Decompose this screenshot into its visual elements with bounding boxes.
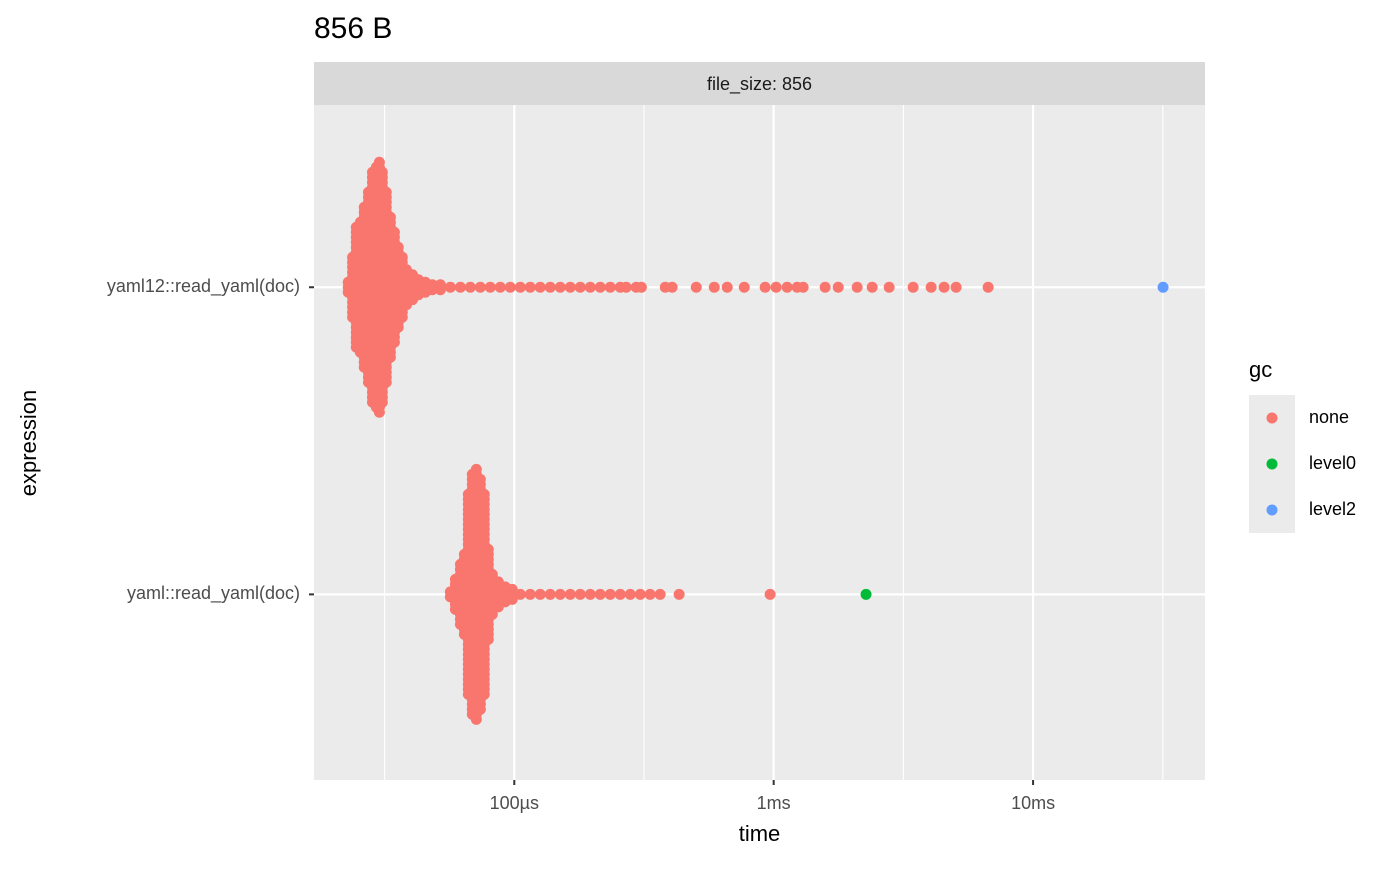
point xyxy=(620,281,632,293)
point xyxy=(464,281,476,293)
point xyxy=(797,281,809,293)
point xyxy=(883,281,895,293)
point xyxy=(738,281,750,293)
point xyxy=(544,588,556,600)
point xyxy=(384,351,396,363)
y-axis-title: expression xyxy=(16,390,41,496)
point xyxy=(574,588,586,600)
point xyxy=(860,588,872,600)
x-tick-label: 100µs xyxy=(490,793,539,813)
point xyxy=(604,588,616,600)
point xyxy=(604,281,616,293)
point xyxy=(474,281,486,293)
legend-key xyxy=(1266,504,1278,516)
legend-key xyxy=(1266,458,1278,470)
point xyxy=(907,281,919,293)
marks xyxy=(342,156,1169,725)
point xyxy=(982,281,994,293)
point xyxy=(819,281,831,293)
point xyxy=(925,281,937,293)
point xyxy=(721,281,733,293)
point xyxy=(454,281,466,293)
y-tick-label: yaml::read_yaml(doc) xyxy=(127,583,300,604)
point xyxy=(635,281,647,293)
point xyxy=(866,281,878,293)
point xyxy=(376,396,388,408)
point xyxy=(770,281,782,293)
point xyxy=(506,593,518,605)
legend-label: level2 xyxy=(1309,499,1356,519)
legend-label: none xyxy=(1309,407,1349,427)
legend-key xyxy=(1266,412,1278,424)
point xyxy=(554,588,566,600)
strip xyxy=(314,62,1205,105)
point xyxy=(938,281,950,293)
point xyxy=(544,281,556,293)
point xyxy=(514,281,526,293)
point xyxy=(564,281,576,293)
point xyxy=(614,588,626,600)
point xyxy=(534,588,546,600)
x-tick-label: 1ms xyxy=(757,793,791,813)
point xyxy=(486,608,498,620)
point xyxy=(484,281,496,293)
point xyxy=(673,588,685,600)
point xyxy=(380,376,392,388)
point xyxy=(504,281,516,293)
point xyxy=(434,284,446,296)
point xyxy=(388,336,400,348)
point xyxy=(524,281,536,293)
panel xyxy=(314,105,1205,780)
point xyxy=(554,281,566,293)
point xyxy=(624,588,636,600)
point xyxy=(396,311,408,323)
strip-label: file_size: 856 xyxy=(707,74,812,95)
point xyxy=(584,281,596,293)
legend-label: level0 xyxy=(1309,453,1356,473)
point xyxy=(594,281,606,293)
point xyxy=(950,281,962,293)
legend-title: gc xyxy=(1249,357,1272,382)
point xyxy=(654,588,666,600)
point xyxy=(524,588,536,600)
point xyxy=(594,588,606,600)
point xyxy=(644,588,656,600)
axes: 100µs 1ms 10ms yaml12::read_yaml(doc)yaml::… xyxy=(107,276,1055,813)
point xyxy=(494,281,506,293)
point xyxy=(564,588,576,600)
point xyxy=(373,406,385,418)
point xyxy=(474,703,486,715)
point xyxy=(482,633,494,645)
point xyxy=(470,713,482,725)
point xyxy=(444,281,456,293)
point xyxy=(759,281,771,293)
point xyxy=(574,281,586,293)
point xyxy=(666,281,678,293)
chart-title: 856 B xyxy=(314,12,392,45)
y-tick-label: yaml12::read_yaml(doc) xyxy=(107,276,300,297)
point xyxy=(832,281,844,293)
point xyxy=(478,688,490,700)
point xyxy=(514,588,526,600)
point xyxy=(764,588,776,600)
point xyxy=(534,281,546,293)
point xyxy=(634,588,646,600)
x-tick-label: 10ms xyxy=(1011,793,1055,813)
point xyxy=(851,281,863,293)
x-axis-title: time xyxy=(739,821,781,846)
point xyxy=(1157,281,1169,293)
point xyxy=(584,588,596,600)
point xyxy=(781,281,793,293)
point xyxy=(708,281,720,293)
point xyxy=(690,281,702,293)
point xyxy=(426,284,438,296)
legend: none level0 level2 xyxy=(1249,395,1356,533)
point xyxy=(392,321,404,333)
